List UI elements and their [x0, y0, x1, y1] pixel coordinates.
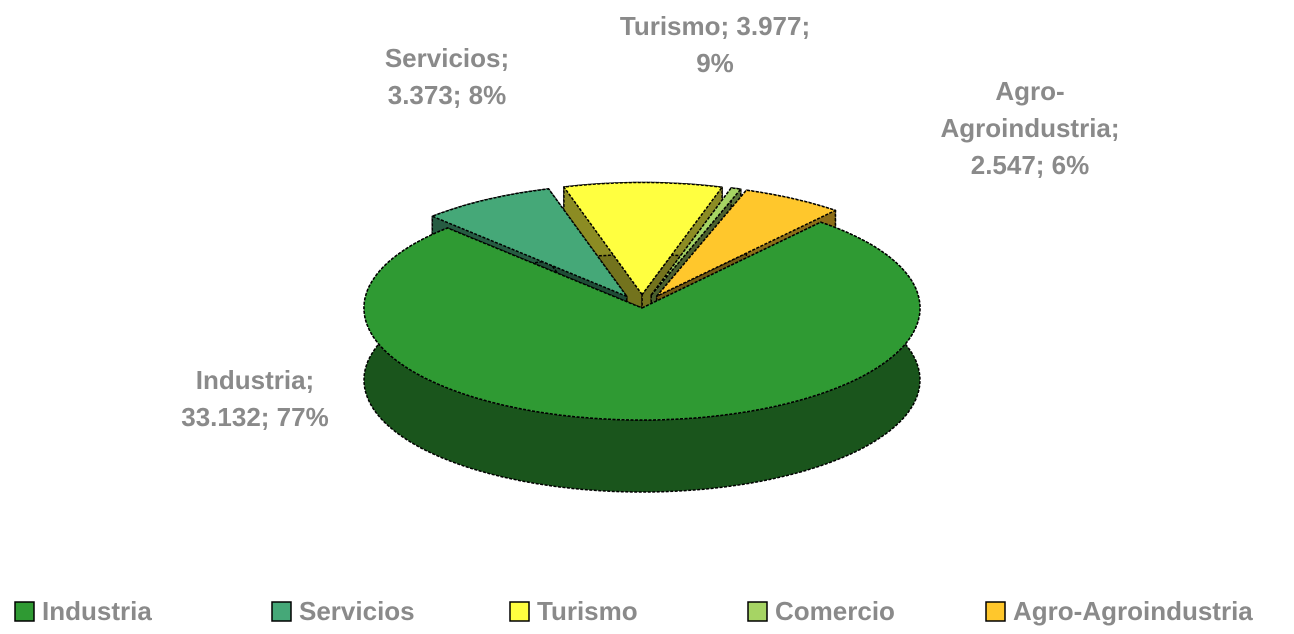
- legend-label: Agro-Agroindustria: [1013, 596, 1253, 626]
- legend-swatch: [14, 601, 35, 622]
- data-label: 3.373; 8%: [388, 80, 507, 110]
- slice-top: [363, 221, 921, 421]
- legend-label: Turismo: [537, 596, 638, 626]
- slice-top: [563, 181, 723, 296]
- slice-top: [650, 187, 742, 296]
- data-label: Agro-: [995, 76, 1064, 106]
- legend-swatch: [509, 601, 530, 622]
- data-label: Industria;: [196, 365, 314, 395]
- slice-top: [431, 188, 628, 298]
- data-label: 33.132; 77%: [181, 402, 328, 432]
- slice-top: [655, 189, 837, 297]
- legend-label: Comercio: [775, 596, 895, 626]
- legend-swatch: [985, 601, 1006, 622]
- legend-swatch: [271, 601, 292, 622]
- legend-label: Industria: [42, 596, 152, 626]
- legend-label: Servicios: [299, 596, 415, 626]
- data-label: Agroindustria;: [940, 113, 1119, 143]
- data-label: 9%: [696, 48, 734, 78]
- slice: [363, 221, 921, 493]
- data-label: Turismo; 3.977;: [620, 11, 810, 41]
- data-label: 2.547; 6%: [971, 150, 1090, 180]
- data-label: Servicios;: [385, 43, 509, 73]
- legend-swatch: [747, 601, 768, 622]
